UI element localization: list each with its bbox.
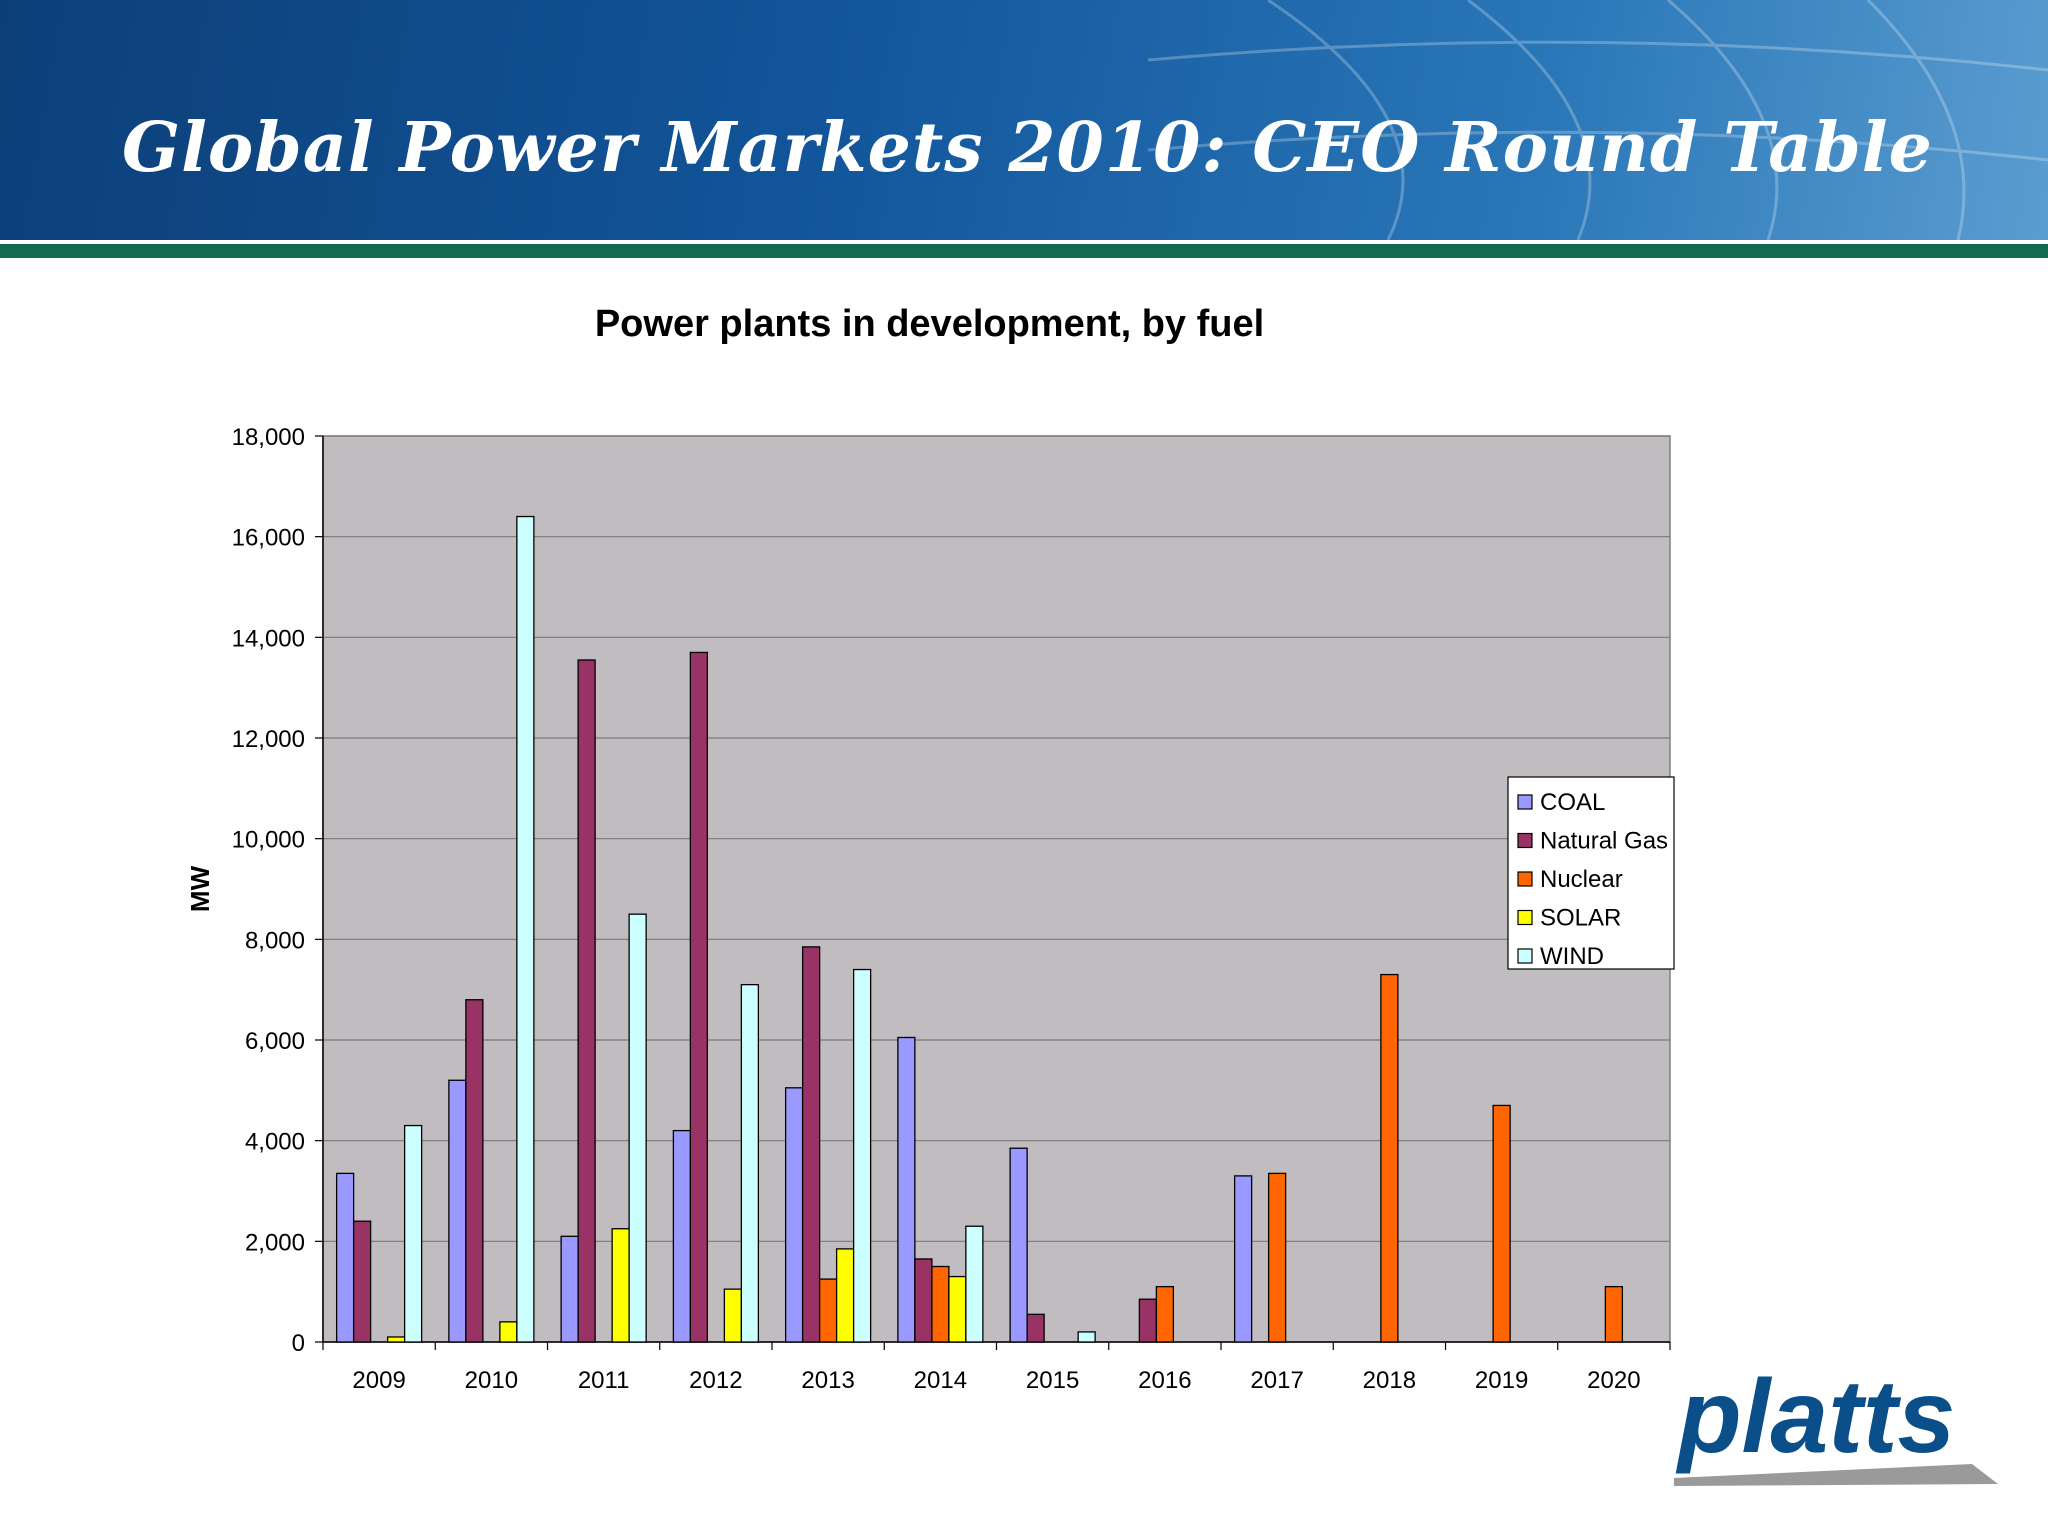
bar-coal-2014: [897, 1036, 916, 1343]
legend: [1507, 776, 1675, 970]
bar-wind-2011: [628, 913, 647, 1343]
y-tick-label: 2,000: [245, 1229, 305, 1256]
bar-natural-gas-2016: [1138, 1298, 1158, 1343]
bar-solar-2013: [835, 1248, 855, 1343]
bar-wind-2009: [403, 1124, 423, 1343]
plot-area: [322, 435, 1671, 1343]
bar-wind-2010: [516, 515, 535, 1343]
bar-nuclear-2019: [1492, 1104, 1511, 1343]
bar-nuclear-2017: [1267, 1172, 1287, 1343]
bar-coal-2011: [560, 1235, 579, 1343]
page-title: Global Power Markets 2010: CEO Round Tab…: [122, 108, 1933, 188]
y-tick-label: 10,000: [232, 827, 305, 854]
x-tick-label: 2016: [1138, 1367, 1191, 1394]
x-tick-label: 2013: [801, 1367, 854, 1394]
bar-natural-gas-2009: [352, 1220, 372, 1343]
bar-solar-2012: [723, 1288, 743, 1343]
x-tick-label: 2017: [1250, 1367, 1303, 1394]
legend-swatch-nuclear: [1517, 871, 1533, 887]
x-tick-label: 2011: [578, 1367, 630, 1394]
x-tick-label: 2019: [1475, 1367, 1528, 1394]
bar-wind-2014: [965, 1225, 984, 1343]
bar-coal-2012: [672, 1129, 692, 1343]
y-tick-label: 6,000: [245, 1028, 305, 1055]
x-tick-label: 2020: [1587, 1367, 1640, 1394]
bar-wind-2013: [852, 968, 872, 1343]
x-tick-label: 2009: [352, 1367, 405, 1394]
svg-text:platts: platts: [1675, 1360, 1955, 1475]
y-tick-label: 16,000: [232, 525, 305, 552]
chart: Power plants in development, by fuel 0 2,0…: [185, 303, 1675, 1394]
bar-coal-2009: [335, 1172, 355, 1343]
bar-coal-2017: [1233, 1175, 1253, 1343]
x-tick-label: 2018: [1363, 1367, 1416, 1394]
bar-nuclear-2014: [931, 1265, 950, 1343]
bar-natural-gas-2015: [1026, 1313, 1045, 1343]
legend-label: WIND: [1540, 943, 1604, 970]
bar-solar-2010: [499, 1321, 518, 1343]
legend-swatch-wind: [1517, 948, 1533, 964]
y-tick-label: 14,000: [232, 625, 305, 652]
bar-wind-2015: [1077, 1331, 1096, 1343]
legend-label: SOLAR: [1540, 905, 1621, 932]
legend-label: COAL: [1540, 789, 1605, 816]
bar-coal-2010: [448, 1079, 467, 1343]
x-tick-label: 2010: [465, 1367, 518, 1394]
bar-natural-gas-2014: [914, 1258, 933, 1343]
globe-grid-graphic: [1148, 0, 2048, 240]
y-tick-label: 4,000: [245, 1129, 305, 1156]
y-tick-label: 8,000: [245, 927, 305, 954]
bar-solar-2009: [386, 1336, 406, 1343]
bar-natural-gas-2012: [689, 651, 709, 1343]
divider-green: [0, 244, 2048, 258]
bar-wind-2012: [740, 983, 760, 1343]
bar-coal-2013: [784, 1087, 804, 1343]
y-axis-label: MW: [185, 865, 215, 912]
y-tick-label: 12,000: [232, 726, 305, 753]
legend-swatch-natural-gas: [1517, 832, 1533, 849]
y-tick-label: 18,000: [232, 424, 305, 451]
x-tick-label: 2012: [689, 1367, 742, 1394]
divider: [0, 240, 2048, 244]
y-tick-label: 0: [292, 1330, 305, 1357]
bar-nuclear-2013: [818, 1278, 838, 1343]
bar-natural-gas-2011: [577, 659, 596, 1343]
platts-logo: platts: [1674, 1360, 1998, 1486]
chart-title: Power plants in development, by fuel: [595, 303, 1264, 345]
bar-solar-2011: [611, 1228, 630, 1343]
x-tick-label: 2014: [914, 1367, 967, 1394]
x-tick-label: 2015: [1026, 1367, 1079, 1394]
bar-coal-2015: [1009, 1147, 1028, 1343]
bar-natural-gas-2010: [465, 999, 484, 1343]
bar-nuclear-2020: [1604, 1285, 1624, 1343]
legend-swatch-solar: [1517, 909, 1533, 926]
bar-natural-gas-2013: [801, 946, 821, 1343]
legend-swatch-coal: [1517, 794, 1533, 810]
bar-solar-2014: [948, 1275, 967, 1343]
header-banner: Global Power Markets 2010: CEO Round Tab…: [0, 0, 2048, 240]
bar-nuclear-2018: [1380, 973, 1399, 1343]
legend-label: Nuclear: [1540, 866, 1623, 893]
legend-label: Natural Gas: [1540, 828, 1668, 855]
bar-nuclear-2016: [1155, 1285, 1175, 1343]
